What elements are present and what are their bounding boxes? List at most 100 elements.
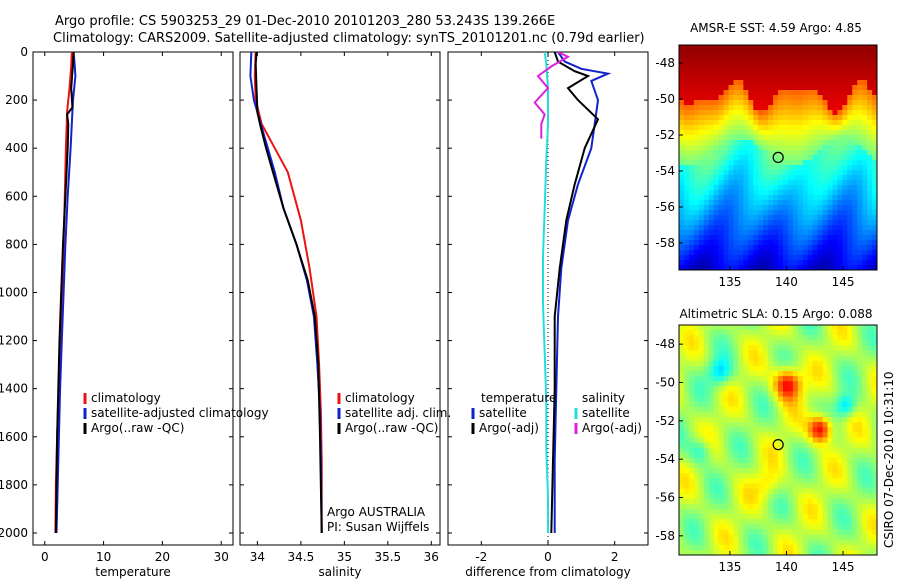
difference-legend: temperaturesatelliteArgo(-adj)salinitysa…	[471, 391, 642, 435]
map-cell	[763, 350, 769, 357]
map-cell	[723, 55, 730, 61]
map-cell	[852, 411, 858, 418]
map-cell	[802, 509, 809, 515]
map-cell	[693, 235, 700, 241]
map-cell	[842, 519, 848, 525]
map-cell	[768, 130, 774, 136]
map-cell	[802, 80, 809, 86]
map-cell	[698, 427, 705, 433]
map-cell	[862, 130, 868, 136]
map-cell	[837, 335, 843, 341]
map-cell	[728, 230, 735, 236]
map-cell	[837, 85, 843, 91]
map-cell	[753, 240, 759, 246]
map-cell	[787, 210, 794, 216]
map-cell	[862, 391, 868, 398]
map-cell	[857, 432, 863, 439]
map-cell	[768, 452, 774, 459]
map-cell	[718, 422, 725, 428]
map-cell	[847, 463, 853, 469]
map-cell	[807, 483, 814, 490]
map-cell	[743, 205, 749, 211]
map-cell	[792, 165, 799, 171]
map-cell	[837, 75, 843, 81]
map-cell	[862, 468, 868, 474]
map-cell	[768, 355, 774, 362]
map-cell	[728, 503, 735, 510]
map-cell	[703, 235, 710, 241]
map-cell	[822, 381, 829, 387]
map-cell	[867, 437, 873, 444]
map-cell	[852, 519, 858, 525]
map-cell	[688, 235, 695, 241]
map-cell	[827, 260, 834, 266]
map-cell	[773, 549, 779, 555]
map-cell	[812, 260, 819, 266]
map-cell	[852, 185, 858, 191]
map-cell	[837, 260, 843, 266]
map-cell	[718, 230, 725, 236]
map-cell	[688, 125, 695, 131]
map-cell	[703, 544, 710, 551]
map-cell	[688, 432, 695, 439]
map-cell	[763, 427, 769, 433]
map-cell	[847, 225, 853, 231]
map-cell	[748, 401, 754, 408]
map-cell	[683, 488, 690, 495]
map-cell	[693, 437, 700, 444]
map-cell	[782, 215, 789, 221]
map-cell	[842, 150, 848, 156]
map-cell	[718, 340, 725, 347]
map-cell	[812, 90, 819, 96]
map-cell	[782, 210, 789, 216]
map-cell	[683, 422, 690, 428]
map-cell	[847, 442, 853, 449]
map-cell	[872, 422, 877, 428]
map-cell	[832, 160, 838, 166]
map-cell	[738, 155, 744, 161]
map-cell	[802, 452, 809, 459]
map-cell	[773, 65, 779, 71]
map-cell	[797, 105, 804, 111]
map-cell	[758, 457, 764, 464]
map-cell	[857, 509, 863, 515]
map-cell	[728, 120, 735, 126]
map-cell	[688, 391, 695, 398]
map-cell	[852, 534, 858, 541]
map-cell	[723, 473, 730, 479]
map-cell	[768, 406, 774, 413]
map-cell	[683, 115, 690, 121]
map-cell	[753, 524, 759, 531]
map-cell	[812, 350, 819, 357]
map-cell	[713, 447, 720, 454]
map-cell	[743, 200, 749, 206]
map-cell	[753, 220, 759, 226]
map-cell	[738, 170, 744, 176]
map-cell	[738, 135, 744, 141]
map-cell	[768, 80, 774, 86]
x-tick-label: 35.5	[374, 550, 401, 564]
map-cell	[708, 70, 715, 76]
map-cell	[867, 60, 873, 66]
map-cell	[832, 150, 838, 156]
map-cell	[827, 539, 834, 546]
map-cell	[683, 265, 690, 270]
map-cell	[847, 205, 853, 211]
map-cell	[728, 100, 735, 106]
map-cell	[718, 100, 725, 106]
map-cell	[748, 411, 754, 418]
map-cell	[872, 160, 877, 166]
map-cell	[768, 457, 774, 464]
map-cell	[773, 519, 779, 525]
map-cell	[723, 115, 730, 121]
map-cell	[792, 195, 799, 201]
map-cell	[857, 411, 863, 418]
x-tick-label: -2	[475, 550, 487, 564]
map-cell	[797, 355, 804, 362]
map-cell	[718, 240, 725, 246]
map-cell	[743, 180, 749, 186]
map-cell	[847, 529, 853, 536]
map-cell	[847, 260, 853, 266]
map-cell	[693, 155, 700, 161]
map-cell	[862, 250, 868, 256]
